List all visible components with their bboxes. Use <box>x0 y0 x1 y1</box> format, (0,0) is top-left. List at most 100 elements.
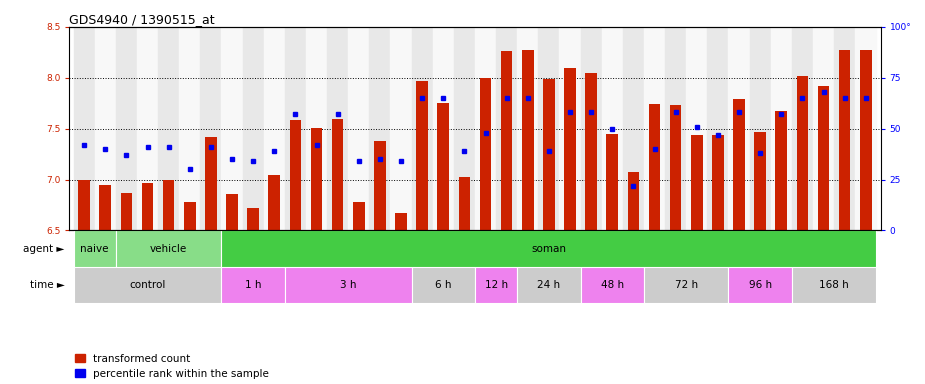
Text: 12 h: 12 h <box>485 280 508 290</box>
Bar <box>205 137 216 230</box>
Bar <box>818 86 830 230</box>
Bar <box>665 27 686 230</box>
Bar <box>517 267 581 303</box>
Text: 3 h: 3 h <box>340 280 356 290</box>
Bar <box>306 27 327 230</box>
Bar <box>412 267 475 303</box>
Bar <box>543 79 555 230</box>
Bar <box>290 121 302 230</box>
Bar <box>749 27 771 230</box>
Bar <box>395 213 407 230</box>
Bar <box>522 50 534 230</box>
Bar <box>628 172 639 230</box>
Bar <box>74 27 94 230</box>
Text: soman: soman <box>532 243 566 254</box>
Bar <box>221 27 242 230</box>
Bar <box>581 267 644 303</box>
Bar <box>856 27 876 230</box>
Bar <box>792 267 876 303</box>
Bar <box>813 27 834 230</box>
Bar <box>94 27 116 230</box>
Bar <box>860 50 871 230</box>
Bar <box>755 132 766 230</box>
Bar <box>729 27 749 230</box>
Bar <box>644 27 665 230</box>
Bar <box>644 267 729 303</box>
Bar <box>221 267 285 303</box>
Text: 24 h: 24 h <box>537 280 561 290</box>
Bar <box>691 135 703 230</box>
Bar <box>353 202 364 230</box>
Bar <box>311 127 322 230</box>
Bar <box>648 104 660 230</box>
Bar <box>734 99 745 230</box>
Bar <box>454 27 475 230</box>
Bar <box>268 175 280 230</box>
Bar <box>348 27 369 230</box>
Bar <box>792 27 813 230</box>
Bar <box>327 27 348 230</box>
Bar <box>242 27 264 230</box>
Bar <box>670 105 682 230</box>
Bar <box>433 27 454 230</box>
Bar <box>163 180 175 230</box>
Legend: transformed count, percentile rank within the sample: transformed count, percentile rank withi… <box>75 354 269 379</box>
Bar <box>438 103 450 230</box>
Bar <box>247 208 259 230</box>
Text: 72 h: 72 h <box>674 280 697 290</box>
Bar <box>480 78 491 230</box>
Bar <box>475 267 517 303</box>
Bar <box>120 193 132 230</box>
Bar <box>839 50 850 230</box>
Bar <box>602 27 623 230</box>
Bar <box>227 194 238 230</box>
Bar <box>201 27 221 230</box>
Bar <box>179 27 201 230</box>
Text: 168 h: 168 h <box>820 280 849 290</box>
Bar <box>158 27 179 230</box>
Bar <box>581 27 602 230</box>
Bar <box>74 230 116 267</box>
Bar <box>285 267 412 303</box>
Bar <box>264 27 285 230</box>
Bar <box>834 27 856 230</box>
Bar <box>607 134 618 230</box>
Bar <box>496 27 517 230</box>
Bar <box>796 76 808 230</box>
Bar <box>775 111 787 230</box>
Bar <box>729 267 792 303</box>
Bar <box>100 185 111 230</box>
Bar <box>221 230 876 267</box>
Bar <box>538 27 560 230</box>
Bar <box>708 27 729 230</box>
Text: naive: naive <box>80 243 109 254</box>
Bar <box>116 230 221 267</box>
Bar <box>500 51 512 230</box>
Text: control: control <box>130 280 166 290</box>
Bar <box>369 27 390 230</box>
Text: 1 h: 1 h <box>245 280 262 290</box>
Bar <box>374 141 386 230</box>
Bar <box>416 81 428 230</box>
Bar <box>560 27 581 230</box>
Bar <box>517 27 538 230</box>
Bar <box>771 27 792 230</box>
Bar <box>74 267 221 303</box>
Bar <box>412 27 433 230</box>
Bar <box>285 27 306 230</box>
Text: vehicle: vehicle <box>150 243 187 254</box>
Text: 6 h: 6 h <box>435 280 451 290</box>
Text: agent ►: agent ► <box>23 243 65 254</box>
Bar <box>116 27 137 230</box>
Bar <box>332 119 343 230</box>
Text: time ►: time ► <box>30 280 65 290</box>
Text: 48 h: 48 h <box>600 280 623 290</box>
Bar <box>390 27 412 230</box>
Bar <box>586 73 597 230</box>
Bar <box>79 180 90 230</box>
Bar <box>459 177 470 230</box>
Bar <box>184 202 195 230</box>
Text: GDS4940 / 1390515_at: GDS4940 / 1390515_at <box>69 13 215 26</box>
Bar <box>142 182 154 230</box>
Bar <box>475 27 496 230</box>
